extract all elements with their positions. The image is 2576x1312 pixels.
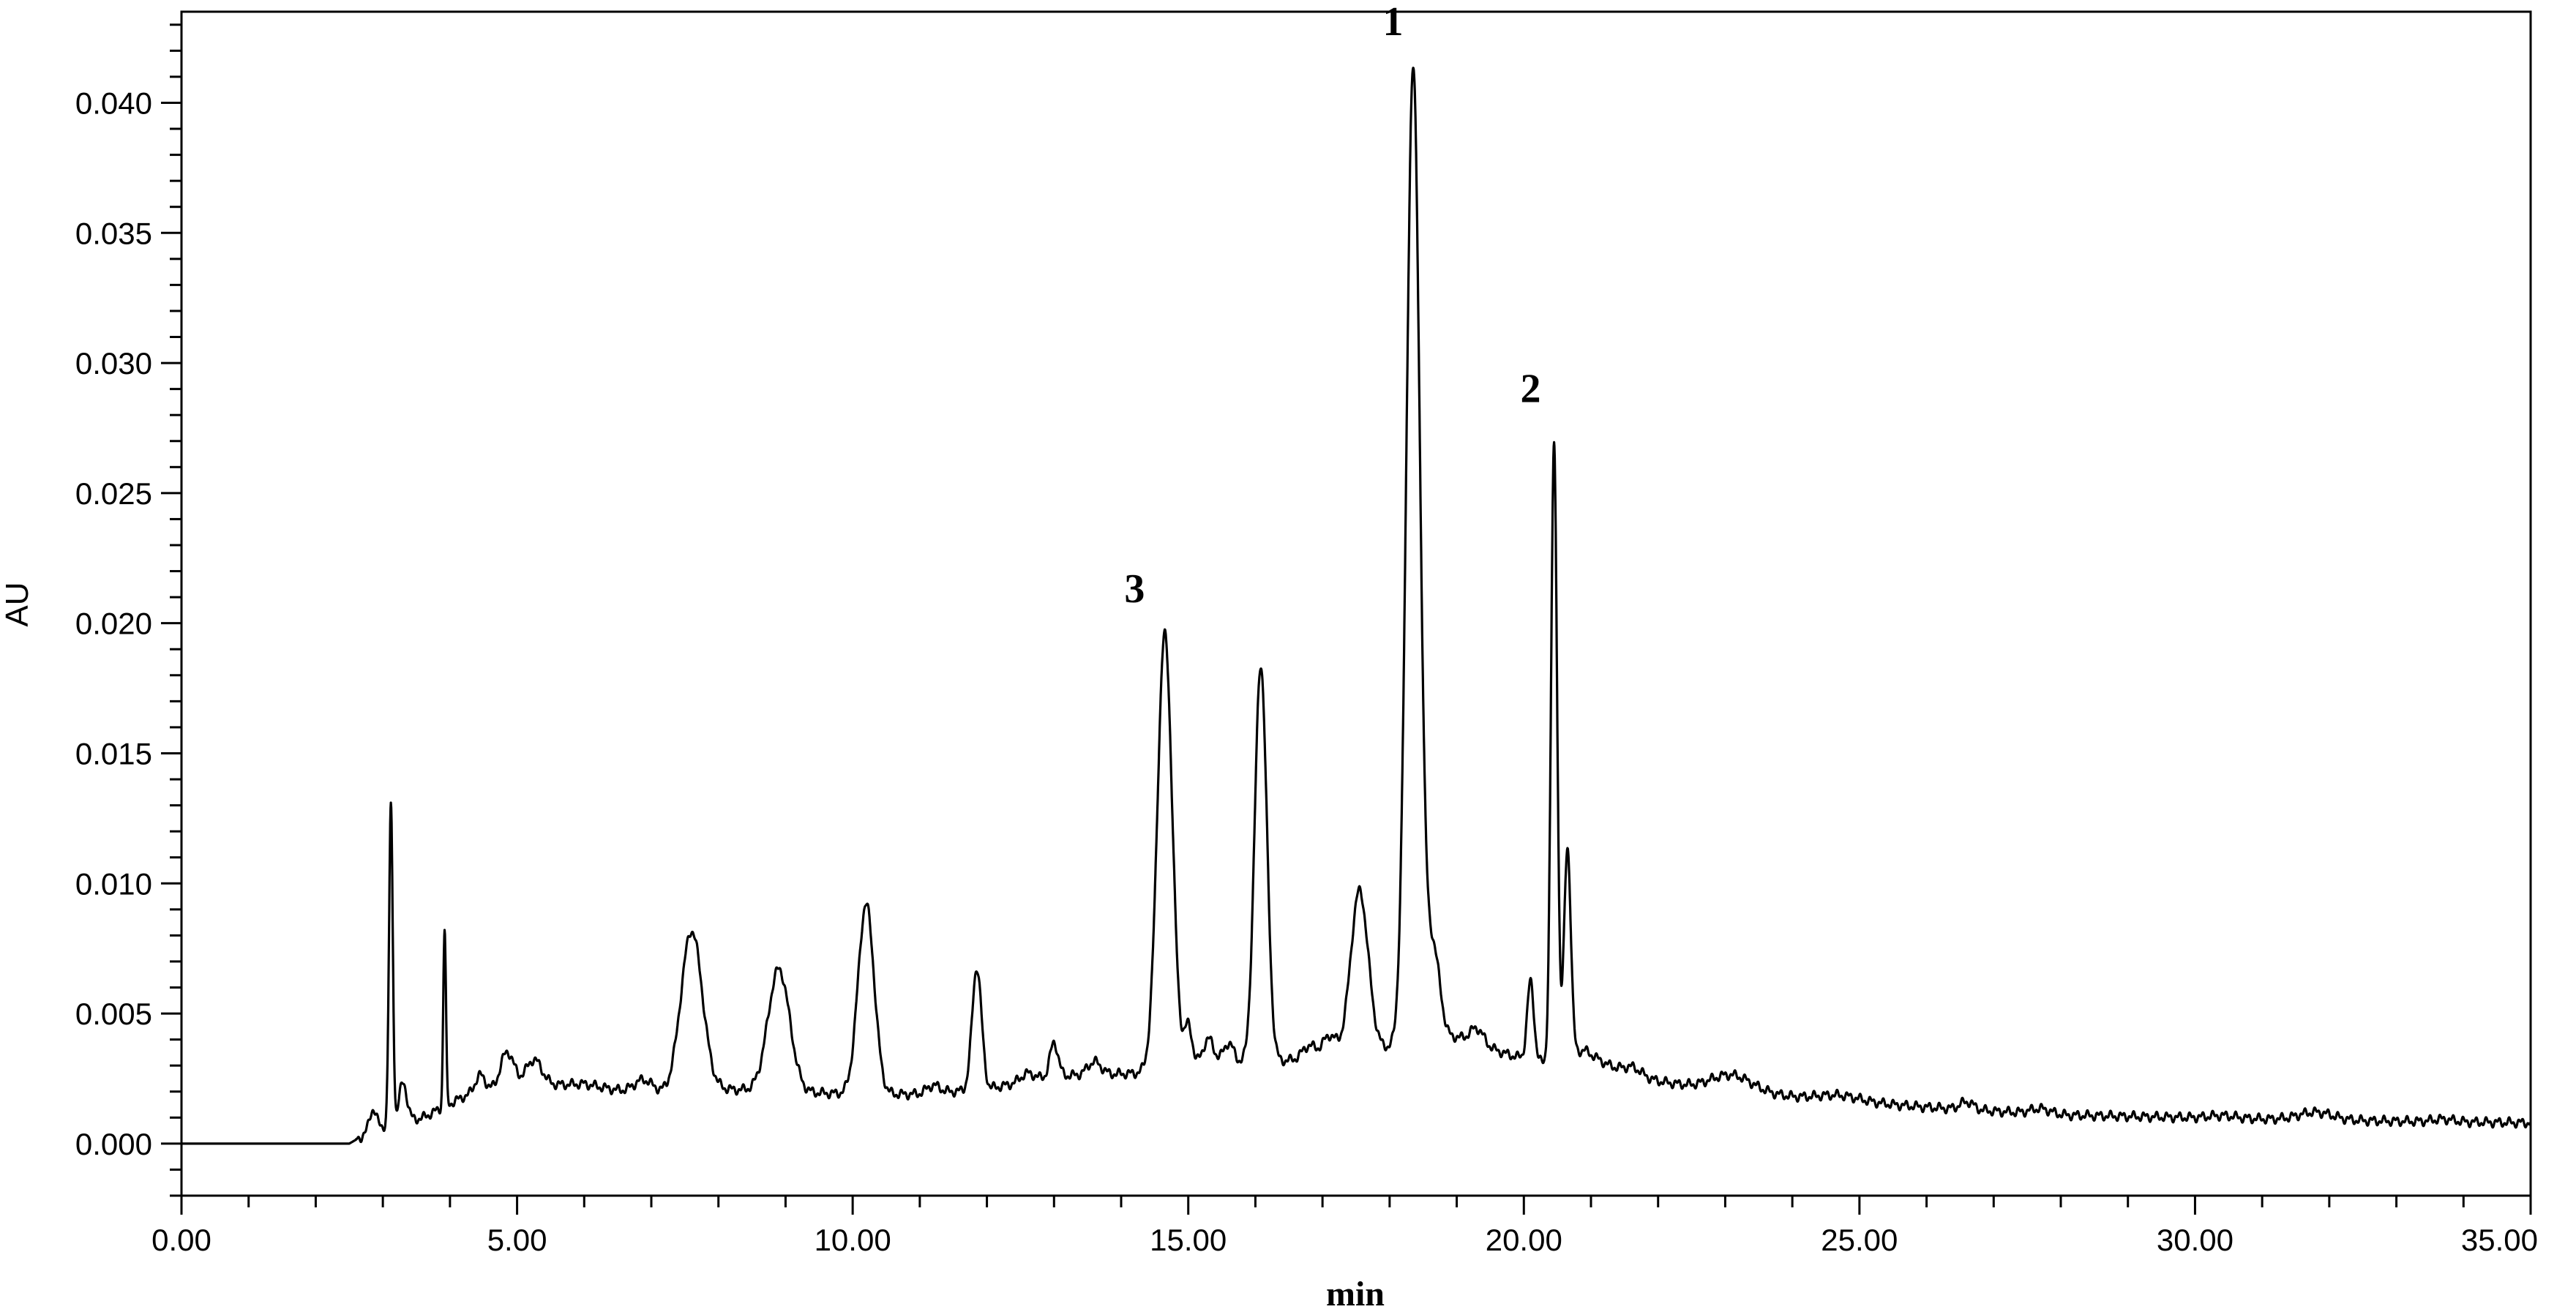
- x-tick-label: 30.00: [2157, 1223, 2234, 1257]
- y-tick-label: 0.015: [75, 736, 152, 771]
- y-tick-label: 0.040: [75, 86, 152, 120]
- peak-annotations: 1 2 3: [1124, 0, 1540, 612]
- plot-area: 0.00 5.00 10.00 15.00 20.00 25.00 30.00 35.00 0…: [75, 0, 2538, 1257]
- y-tick-label: 0.005: [75, 997, 152, 1031]
- peak-label-3: 3: [1124, 566, 1145, 612]
- plot-frame: [180, 10, 2532, 1197]
- x-tick-label: 10.00: [815, 1223, 891, 1257]
- y-tick-label: 0.000: [75, 1127, 152, 1161]
- y-tick-label: 0.020: [75, 607, 152, 641]
- y-tick-label: 0.030: [75, 346, 152, 381]
- x-tick-label: 20.00: [1486, 1223, 1562, 1257]
- y-tick-label: 0.010: [75, 866, 152, 901]
- y-tick-label: 0.035: [75, 216, 152, 250]
- chromatogram-trace: [180, 67, 2532, 1145]
- y-axis-title: AU: [0, 582, 35, 626]
- x-axis-title: min: [1326, 1275, 1385, 1312]
- x-tick-label: 5.00: [487, 1223, 547, 1257]
- y-tick-label: 0.025: [75, 476, 152, 511]
- x-tick-label: 25.00: [1821, 1223, 1898, 1257]
- x-tick-label: 15.00: [1150, 1223, 1227, 1257]
- peak-label-1: 1: [1382, 0, 1403, 45]
- y-axis-ticks: 0.000 0.005 0.010 0.015 0.020 0.025 0.030 0.035…: [75, 23, 181, 1197]
- x-tick-label: 0.00: [151, 1223, 211, 1257]
- y-axis-title-group: AU: [0, 582, 35, 626]
- x-tick-label: 35.00: [2461, 1223, 2538, 1257]
- peak-label-2: 2: [1520, 366, 1540, 411]
- x-axis-ticks: 0.00 5.00 10.00 15.00 20.00 25.00 30.00 35.00: [151, 1196, 2538, 1257]
